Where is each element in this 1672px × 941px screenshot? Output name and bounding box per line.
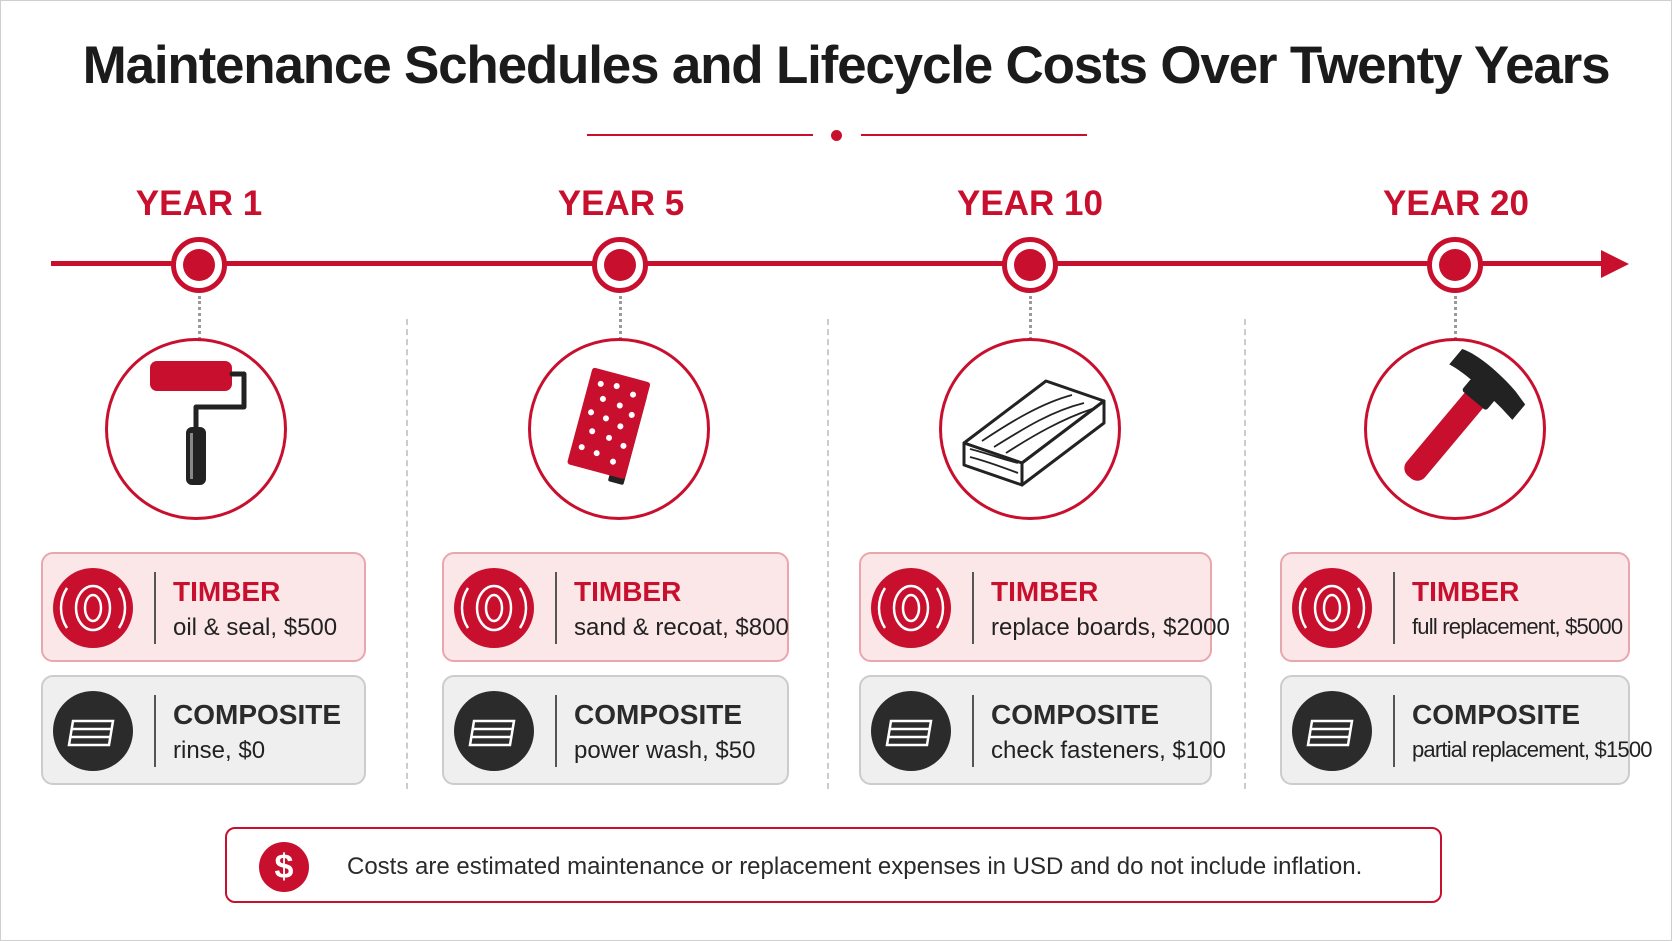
timeline-marker — [592, 237, 648, 293]
year-label: YEAR 10 — [957, 184, 1103, 223]
maintenance-task: check fasteners, $100 — [991, 737, 1226, 764]
cost-footnote: $ Costs are estimated maintenance or rep… — [225, 827, 1442, 903]
material-label: TIMBER — [173, 576, 281, 607]
dollar-icon: $ — [259, 842, 309, 892]
footnote-text: Costs are estimated maintenance or repla… — [347, 853, 1363, 880]
timeline-axis — [51, 261, 1611, 266]
wood-grain-icon — [454, 568, 534, 648]
column-divider — [406, 319, 408, 789]
maintenance-task: power wash, $50 — [574, 737, 756, 764]
title-divider-right — [861, 134, 1087, 136]
maintenance-task: sand & recoat, $800 — [574, 614, 789, 641]
composite-board-icon — [1292, 691, 1372, 771]
dotted-connector — [1454, 296, 1457, 340]
maintenance-task: partial replacement, $1500 — [1412, 737, 1653, 762]
page-title: Maintenance Schedules and Lifecycle Cost… — [82, 36, 1611, 95]
year-label: YEAR 20 — [1383, 184, 1529, 223]
timber-card: TIMBER sand & recoat, $800 — [442, 552, 789, 662]
composite-board-icon — [53, 691, 133, 771]
timeline-marker — [1427, 237, 1483, 293]
column-divider — [1244, 319, 1246, 789]
material-label: TIMBER — [574, 576, 682, 607]
material-label: COMPOSITE — [1412, 699, 1581, 730]
timeline-arrow-head — [1601, 250, 1629, 278]
dotted-connector — [198, 296, 201, 340]
year-label: YEAR 1 — [135, 184, 263, 223]
material-label: TIMBER — [991, 576, 1099, 607]
wood-board-icon — [939, 338, 1121, 520]
composite-card: COMPOSITE check fasteners, $100 — [859, 675, 1226, 785]
timeline-marker — [1002, 237, 1058, 293]
title-divider-dot — [831, 130, 842, 141]
composite-card: COMPOSITE partial replacement, $1500 — [1280, 675, 1653, 785]
composite-board-icon — [454, 691, 534, 771]
timber-card: TIMBER replace boards, $2000 — [859, 552, 1230, 662]
timber-card: TIMBER oil & seal, $500 — [41, 552, 366, 662]
wood-grain-icon — [53, 568, 133, 648]
wood-grain-icon — [871, 568, 951, 648]
maintenance-task: full replacement, $5000 — [1412, 614, 1623, 639]
wood-grain-icon — [1292, 568, 1372, 648]
timeline-marker — [171, 237, 227, 293]
composite-board-icon — [871, 691, 951, 771]
dotted-connector — [619, 296, 622, 340]
year-label: YEAR 5 — [557, 184, 685, 223]
maintenance-task: rinse, $0 — [173, 737, 266, 764]
hammer-icon — [1364, 338, 1546, 520]
dotted-connector — [1029, 296, 1032, 340]
composite-card: COMPOSITE rinse, $0 — [41, 675, 366, 785]
timber-card: TIMBER full replacement, $5000 — [1280, 552, 1630, 662]
maintenance-task: replace boards, $2000 — [991, 614, 1230, 641]
composite-card: COMPOSITE power wash, $50 — [442, 675, 789, 785]
material-label: COMPOSITE — [991, 699, 1160, 730]
material-label: COMPOSITE — [173, 699, 342, 730]
maintenance-task: oil & seal, $500 — [173, 614, 338, 641]
column-divider — [827, 319, 829, 789]
paint-roller-icon — [105, 338, 287, 520]
material-label: TIMBER — [1412, 576, 1520, 607]
title-divider-left — [587, 134, 813, 136]
sanding-block-icon — [528, 338, 710, 520]
material-label: COMPOSITE — [574, 699, 743, 730]
